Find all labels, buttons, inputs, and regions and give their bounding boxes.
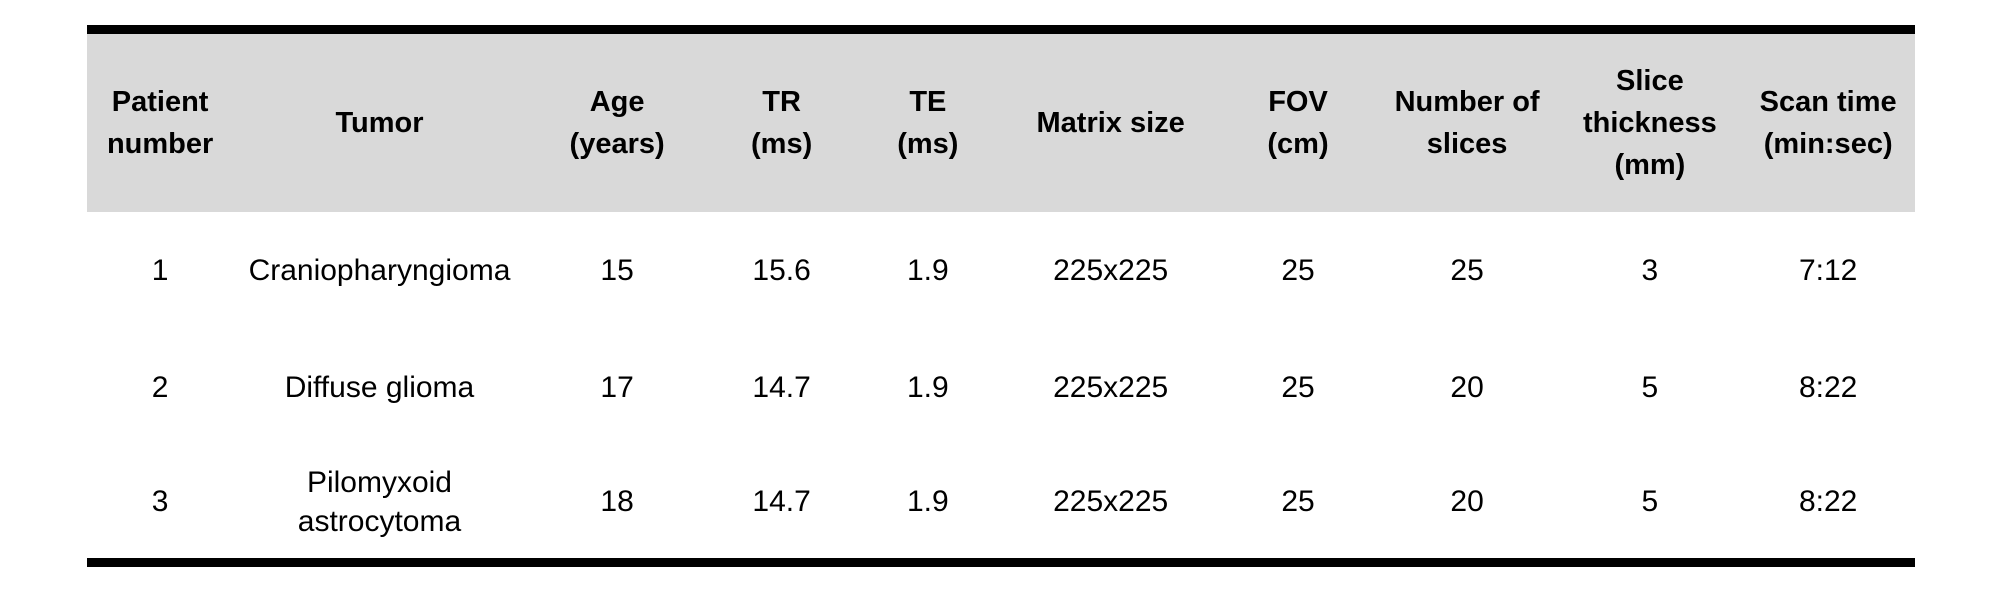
cell-number-of-slices: 20 [1450,370,1484,404]
cell-number-of-slices: 20 [1450,485,1484,519]
column-header-slice-thickness-mm: Slice thickness (mm) [1583,64,1717,181]
table-header: Patient number Tumor Age (years) TR (ms) TE … [87,29,1915,212]
cell-matrix-size: 225x225 [1053,253,1169,287]
cell-matrix-size: 225x225 [1053,370,1169,404]
column-header-fov-cm: FOV (cm) [1267,85,1329,160]
cell-patient-number: 3 [151,485,169,519]
cell-slice-thickness-mm: 5 [1641,485,1659,519]
cell-patient-number: 1 [151,253,169,287]
cell-scan-time-min-sec: 8:22 [1798,485,1858,519]
table-row: 1 Craniopharyngioma 15 15.6 1.9 225x225 25 25 3 7… [87,211,1915,329]
cell-matrix-size: 225x225 [1053,485,1169,519]
header-row: Patient number Tumor Age (years) TR (ms) TE … [87,29,1915,212]
cell-tumor: Pilomyxoid astrocytoma [297,465,462,538]
column-header-scan-time-min-sec: Scan time (min:sec) [1759,85,1897,160]
column-header-tr-ms: TR (ms) [751,85,813,160]
column-header-age-years: Age (years) [569,85,665,160]
cell-te-ms: 1.9 [906,485,949,519]
column-header-tumor: Tumor [335,106,424,139]
scan-parameters-table: Patient number Tumor Age (years) TR (ms) TE … [87,25,1915,567]
cell-slice-thickness-mm: 3 [1641,253,1659,287]
table-row: 2 Diffuse glioma 17 14.7 1.9 225x225 25 20 5 8:22 [87,328,1915,446]
cell-tumor: Craniopharyngioma [248,253,511,287]
column-header-patient-number: Patient number [106,85,214,160]
cell-fov-cm: 25 [1281,370,1315,404]
cell-fov-cm: 25 [1281,485,1315,519]
cell-fov-cm: 25 [1281,253,1315,287]
cell-tr-ms: 14.7 [752,485,811,519]
cell-te-ms: 1.9 [906,370,949,404]
cell-scan-time-min-sec: 8:22 [1798,370,1858,404]
table-body: 1 Craniopharyngioma 15 15.6 1.9 225x225 25 25 3 7… [87,211,1915,563]
cell-te-ms: 1.9 [906,253,949,287]
cell-patient-number: 2 [151,370,169,404]
cell-tumor: Diffuse glioma [284,370,475,404]
table-row: 3 Pilomyxoid astrocytoma 18 14.7 1.9 225x225 2… [87,445,1915,563]
cell-slice-thickness-mm: 5 [1641,370,1659,404]
column-header-te-ms: TE (ms) [897,85,959,160]
cell-tr-ms: 15.6 [752,253,811,287]
cell-scan-time-min-sec: 7:12 [1798,253,1858,287]
column-header-number-of-slices: Number of slices [1394,85,1540,160]
cell-number-of-slices: 25 [1450,253,1484,287]
cell-age-years: 18 [600,485,634,519]
cell-age-years: 17 [600,370,634,404]
column-header-matrix-size: Matrix size [1036,106,1185,139]
cell-tr-ms: 14.7 [752,370,811,404]
cell-age-years: 15 [600,253,634,287]
scan-parameters-table-wrap: Patient number Tumor Age (years) TR (ms) TE … [87,25,1915,567]
